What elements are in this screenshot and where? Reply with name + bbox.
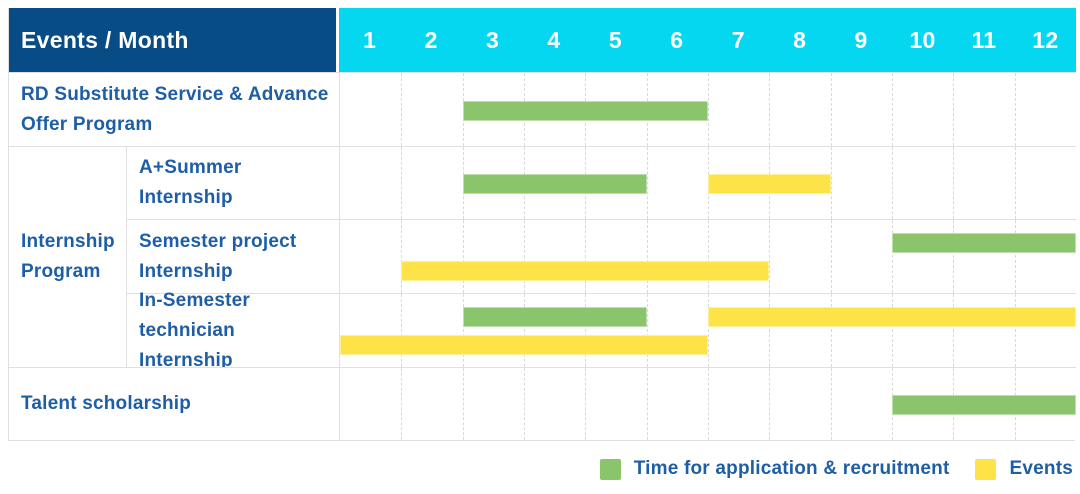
month-gridline: [462, 220, 464, 293]
month-gridline: [585, 368, 587, 440]
chart-row-in-semester-technician-internship: [339, 293, 1076, 367]
month-gridline: [892, 294, 893, 367]
month-gridline: [462, 368, 464, 440]
month-gridline: [892, 73, 893, 146]
month-gridline: [646, 147, 648, 219]
legend-label-events: Events: [1009, 458, 1073, 479]
row-label-talent-scholarship: Talent scholarship: [9, 367, 339, 440]
month-gridline: [401, 73, 403, 146]
month-gridline: [524, 368, 525, 440]
bar-events: [708, 174, 831, 195]
bar-events: [340, 335, 708, 356]
row-label-text: In-Semester technician Internship: [139, 289, 250, 371]
month-gridline: [585, 220, 587, 293]
legend-label-application: Time for application & recruitment: [633, 458, 950, 479]
month-gridline: [1014, 220, 1016, 293]
events-month-header: Events / Month: [9, 8, 339, 72]
row-label-in-semester-technician-internship: In-Semester technician Internship: [126, 290, 339, 371]
legend-item-events: Events: [975, 458, 1073, 480]
month-header-cell: 1: [363, 27, 377, 53]
chart-row-a-summer-internship: [339, 146, 1076, 219]
month-gridline: [953, 147, 955, 219]
month-gridline: [769, 294, 771, 367]
chart-row-rd-substitute: [339, 72, 1076, 146]
month-header-cell: 11: [971, 27, 997, 53]
month-gridline: [892, 147, 893, 219]
schedule-table: Events / Month 1 2 3 4 5 6 7 8 9 10 11 12 RD Substi…: [8, 8, 1076, 441]
month-gridline: [830, 73, 832, 146]
bar-application: [462, 306, 647, 327]
legend-swatch-application-icon: [599, 458, 621, 480]
bar-application: [892, 232, 1076, 253]
month-gridline: [524, 220, 525, 293]
month-header-cell: 3: [486, 27, 500, 53]
month-gridline: [953, 294, 955, 367]
bar-events: [401, 261, 770, 282]
bar-application: [892, 395, 1076, 416]
month-gridline: [830, 294, 832, 367]
month-gridline: [953, 220, 955, 293]
month-gridline: [646, 368, 648, 440]
chart-row-talent-scholarship: [339, 367, 1076, 440]
row-label-text: Semester project Internship: [139, 230, 297, 282]
month-gridline: [830, 220, 832, 293]
month-header-cell: 2: [424, 27, 438, 53]
month-gridline: [708, 368, 709, 440]
month-header-cell: 9: [854, 27, 868, 53]
group-label-internship-program: Internship Program: [9, 146, 126, 367]
month-gridline: [708, 73, 709, 146]
month-gridline: [708, 220, 709, 293]
month-gridline: [585, 294, 587, 367]
month-header-cell: 5: [608, 27, 622, 53]
month-header-row: 1 2 3 4 5 6 7 8 9 10 11 12: [339, 8, 1076, 72]
bar-application: [462, 100, 708, 121]
row-label-text: RD Substitute Service & Advance Offer Pr…: [21, 83, 329, 135]
legend-swatch-events-icon: [975, 458, 997, 480]
events-month-header-label: Events / Month: [21, 26, 189, 53]
chart-row-semester-project-internship: [339, 219, 1076, 293]
month-gridline: [1014, 294, 1016, 367]
row-label-text: Talent scholarship: [21, 393, 192, 414]
row-label-semester-project-internship: Semester project Internship: [126, 219, 339, 293]
month-gridline: [462, 294, 464, 367]
month-gridline: [892, 220, 893, 293]
month-gridline: [646, 294, 648, 367]
month-gridline: [646, 220, 648, 293]
month-gridline: [524, 294, 525, 367]
month-header-cell: 4: [547, 27, 561, 53]
month-gridline: [830, 368, 832, 440]
legend: Time for application & recruitment Event…: [8, 458, 1075, 480]
month-header-cell: 8: [793, 27, 807, 53]
month-gridline: [769, 220, 771, 293]
row-label-text: A+Summer Internship: [139, 157, 242, 208]
month-header-cell: 10: [909, 27, 936, 53]
month-gridline: [401, 368, 403, 440]
month-gridline: [401, 220, 403, 293]
month-gridline: [1014, 147, 1016, 219]
month-gridline: [830, 147, 832, 219]
bar-events: [708, 306, 1076, 327]
month-gridline: [769, 368, 771, 440]
bar-application: [462, 174, 647, 195]
month-header-cell: 12: [1032, 27, 1059, 53]
month-gridline: [708, 294, 709, 367]
month-gridline: [401, 147, 403, 219]
month-gridline: [953, 73, 955, 146]
month-gridline: [401, 294, 403, 367]
month-gridline: [1014, 73, 1016, 146]
month-header-cell: 6: [670, 27, 684, 53]
legend-item-application: Time for application & recruitment: [599, 458, 950, 480]
month-gridline: [769, 73, 771, 146]
row-label-rd-substitute: RD Substitute Service & Advance Offer Pr…: [9, 72, 339, 146]
group-label-text: Internship Program: [21, 231, 115, 282]
row-label-a-summer-internship: A+Summer Internship: [126, 146, 339, 219]
month-header-cell: 7: [731, 27, 745, 53]
